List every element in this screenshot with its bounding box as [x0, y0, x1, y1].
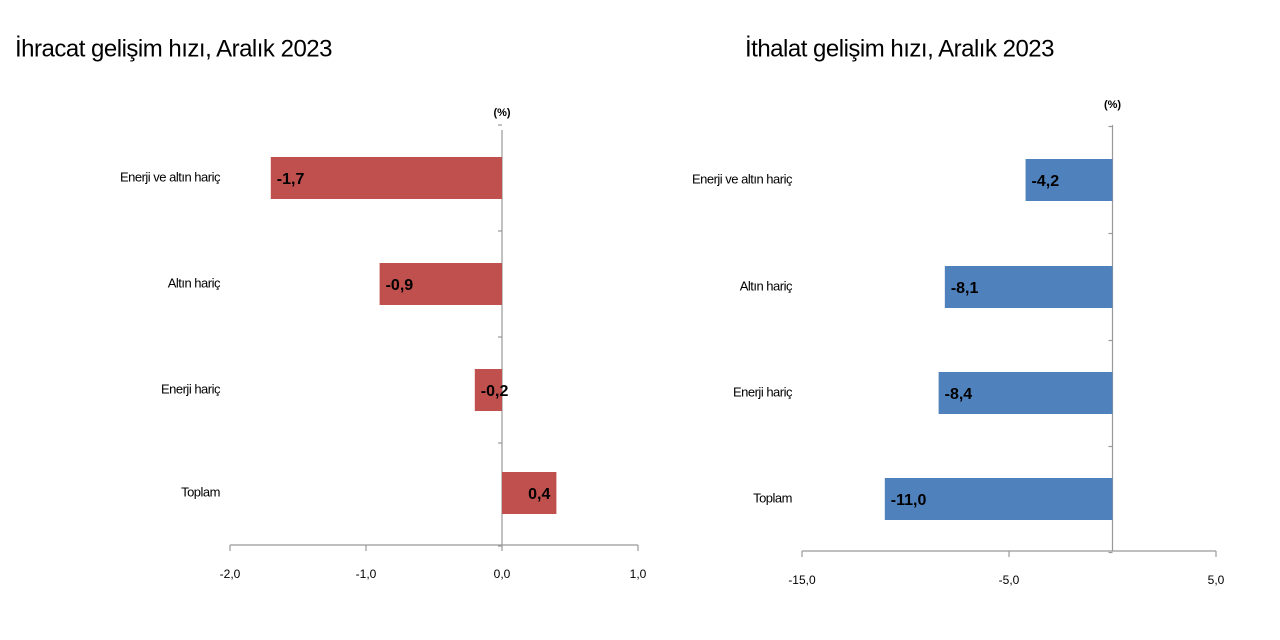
chart-title: İthalat gelişim hızı, Aralık 2023	[745, 35, 1054, 62]
bar	[474, 369, 502, 411]
bar	[502, 472, 557, 514]
x-tick-label: -5,0	[999, 573, 1020, 587]
unit-label: (%)	[1104, 99, 1121, 111]
bar	[1025, 159, 1113, 201]
x-tick-label: -15,0	[788, 573, 816, 587]
x-tick-label: -1,0	[356, 567, 377, 581]
category-label: Enerji ve altın hariç	[692, 171, 793, 186]
bar	[938, 372, 1113, 414]
x-tick-label: 5,0	[1208, 573, 1225, 587]
value-label: 0,4	[528, 486, 550, 503]
value-label: -8,4	[945, 386, 973, 403]
value-label: -0,9	[386, 277, 414, 294]
category-label: Enerji ve altın hariç	[120, 169, 221, 184]
category-label: Enerji hariç	[733, 384, 793, 399]
category-label: Altın hariç	[168, 275, 221, 290]
value-label: -4,2	[1032, 173, 1060, 190]
category-label: Enerji hariç	[161, 381, 221, 396]
bar	[944, 266, 1113, 308]
x-tick-label: -2,0	[220, 567, 241, 581]
x-tick-label: 1,0	[630, 567, 647, 581]
category-label: Toplam	[753, 490, 792, 505]
value-label: -1,7	[277, 171, 305, 188]
value-label: -8,1	[951, 280, 979, 297]
category-label: Altın hariç	[740, 278, 793, 293]
bar	[884, 478, 1113, 520]
category-label: Toplam	[181, 484, 220, 499]
chart-title: İhracat gelişim hızı, Aralık 2023	[15, 35, 332, 62]
value-label: -11,0	[891, 492, 927, 509]
x-tick-label: 0,0	[494, 567, 511, 581]
value-label: -0,2	[481, 383, 509, 400]
bar	[270, 157, 502, 199]
bar	[379, 263, 502, 305]
unit-label: (%)	[493, 107, 510, 119]
